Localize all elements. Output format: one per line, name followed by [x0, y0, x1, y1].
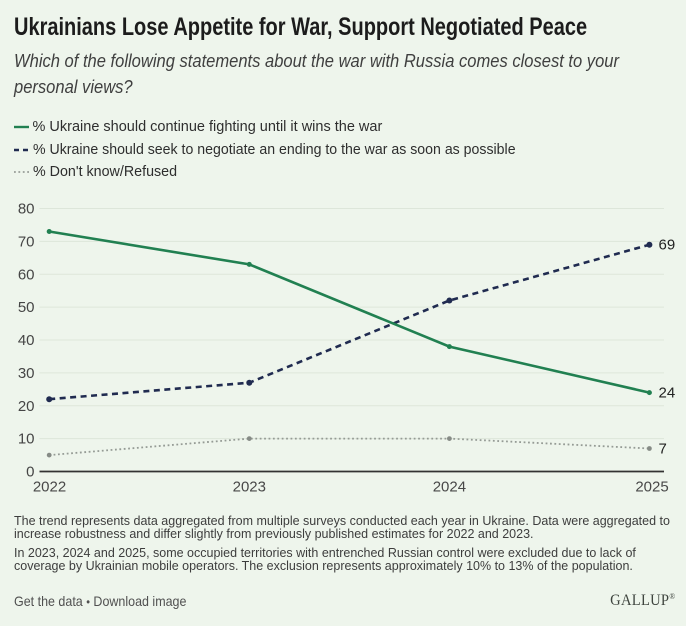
svg-text:2025: 2025 — [635, 479, 668, 496]
svg-text:0: 0 — [26, 464, 34, 481]
svg-text:2023: 2023 — [233, 479, 266, 496]
svg-text:10: 10 — [18, 431, 35, 448]
svg-text:2022: 2022 — [33, 479, 66, 496]
svg-text:80: 80 — [18, 201, 35, 218]
svg-text:24: 24 — [659, 385, 676, 402]
svg-text:70: 70 — [18, 233, 35, 250]
svg-text:20: 20 — [18, 398, 35, 415]
svg-text:2024: 2024 — [433, 479, 466, 496]
svg-text:69: 69 — [659, 237, 676, 254]
svg-text:40: 40 — [18, 332, 35, 349]
svg-text:30: 30 — [18, 365, 35, 382]
svg-text:50: 50 — [18, 299, 35, 316]
svg-text:60: 60 — [18, 266, 35, 283]
svg-text:7: 7 — [659, 441, 667, 458]
